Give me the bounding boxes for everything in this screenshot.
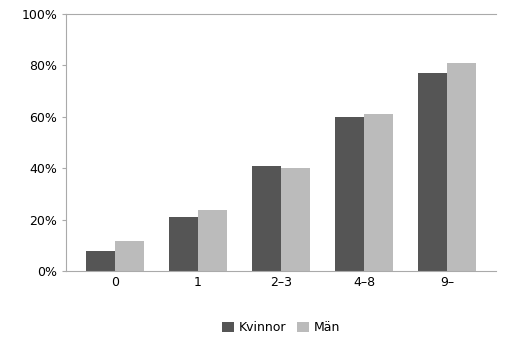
Bar [252, 166, 281, 271]
Bar [364, 114, 393, 271]
Bar [447, 63, 476, 271]
Bar [335, 117, 364, 271]
Legend: Kvinnor, Män: Kvinnor, Män [217, 316, 345, 339]
Bar [281, 168, 310, 271]
Bar [86, 251, 115, 271]
Bar [169, 218, 198, 271]
Bar [198, 209, 227, 271]
Bar [115, 240, 144, 271]
Bar [418, 73, 447, 271]
